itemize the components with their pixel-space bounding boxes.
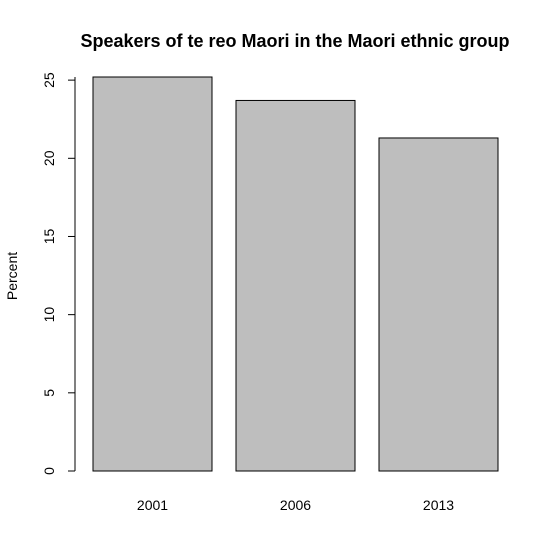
- y-axis-label: Percent: [4, 252, 20, 300]
- y-axis-ticks: 0 5 10 15 20 25: [41, 72, 75, 475]
- y-tick-label: 0: [41, 467, 57, 475]
- x-axis-labels: 2001 2006 2013: [137, 497, 454, 513]
- bars: [92, 76, 499, 472]
- bar-2013: [378, 137, 499, 472]
- y-tick-label: 5: [41, 389, 57, 397]
- bar-2001: [92, 76, 213, 472]
- y-tick-label: 20: [41, 150, 57, 166]
- x-category-label: 2001: [137, 497, 168, 513]
- x-category-label: 2006: [280, 497, 311, 513]
- y-tick-label: 15: [41, 228, 57, 244]
- chart-title: Speakers of te reo Maori in the Maori et…: [80, 31, 509, 51]
- x-category-label: 2013: [423, 497, 454, 513]
- y-tick-label: 10: [41, 307, 57, 323]
- bar-2006: [235, 99, 356, 472]
- y-tick-label: 25: [41, 72, 57, 88]
